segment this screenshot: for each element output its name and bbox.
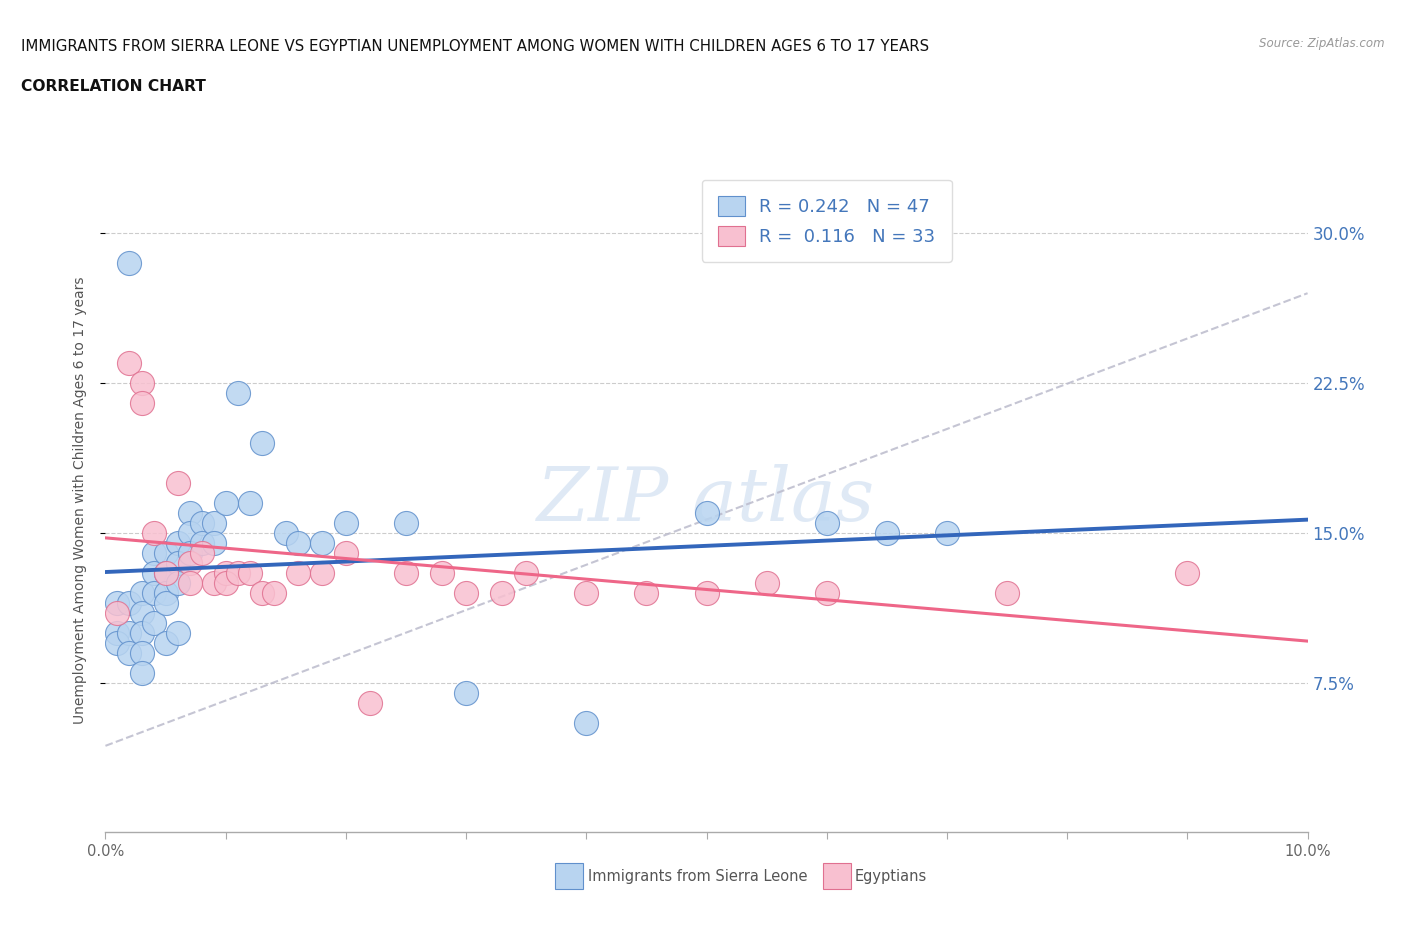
Point bbox=[155, 585, 177, 600]
Point bbox=[359, 695, 381, 710]
Text: CORRELATION CHART: CORRELATION CHART bbox=[21, 79, 205, 94]
Point bbox=[131, 605, 153, 620]
Text: Egyptians: Egyptians bbox=[855, 869, 927, 883]
Point bbox=[118, 256, 141, 271]
Point bbox=[202, 536, 225, 551]
Point bbox=[131, 395, 153, 410]
Point bbox=[118, 355, 141, 370]
Point bbox=[250, 435, 273, 450]
Point bbox=[107, 595, 129, 610]
Point bbox=[815, 515, 838, 530]
Point bbox=[190, 515, 212, 530]
Point bbox=[131, 376, 153, 391]
Point bbox=[107, 605, 129, 620]
Point bbox=[179, 576, 201, 591]
Point bbox=[166, 625, 188, 640]
Point bbox=[755, 576, 778, 591]
Point bbox=[107, 625, 129, 640]
Point bbox=[155, 635, 177, 650]
Point bbox=[118, 625, 141, 640]
Point bbox=[190, 545, 212, 560]
Point bbox=[226, 565, 249, 580]
Point bbox=[190, 536, 212, 551]
Point bbox=[166, 576, 188, 591]
Point bbox=[131, 585, 153, 600]
Point bbox=[202, 515, 225, 530]
Point bbox=[179, 505, 201, 520]
Point bbox=[395, 565, 418, 580]
Point bbox=[166, 475, 188, 490]
Point bbox=[274, 525, 297, 540]
Point bbox=[131, 665, 153, 680]
Point bbox=[395, 515, 418, 530]
Point bbox=[575, 585, 598, 600]
Point bbox=[179, 555, 201, 570]
Text: IMMIGRANTS FROM SIERRA LEONE VS EGYPTIAN UNEMPLOYMENT AMONG WOMEN WITH CHILDREN : IMMIGRANTS FROM SIERRA LEONE VS EGYPTIAN… bbox=[21, 39, 929, 54]
Point bbox=[202, 576, 225, 591]
Point bbox=[155, 565, 177, 580]
Point bbox=[575, 715, 598, 730]
Point bbox=[515, 565, 537, 580]
Point bbox=[179, 545, 201, 560]
Point bbox=[815, 585, 838, 600]
Text: Source: ZipAtlas.com: Source: ZipAtlas.com bbox=[1260, 37, 1385, 50]
Point bbox=[142, 585, 165, 600]
Point bbox=[118, 595, 141, 610]
Y-axis label: Unemployment Among Women with Children Ages 6 to 17 years: Unemployment Among Women with Children A… bbox=[73, 276, 87, 724]
Point bbox=[239, 496, 262, 511]
Point bbox=[995, 585, 1018, 600]
Point bbox=[311, 565, 333, 580]
Point bbox=[142, 525, 165, 540]
Point bbox=[335, 515, 357, 530]
Point bbox=[214, 496, 236, 511]
Point bbox=[155, 595, 177, 610]
Point bbox=[166, 536, 188, 551]
Point bbox=[454, 585, 477, 600]
Point bbox=[335, 545, 357, 560]
Point bbox=[311, 536, 333, 551]
Point bbox=[936, 525, 959, 540]
Point bbox=[876, 525, 898, 540]
Point bbox=[250, 585, 273, 600]
Point bbox=[214, 576, 236, 591]
Point bbox=[239, 565, 262, 580]
Legend: R = 0.242   N = 47, R =  0.116   N = 33: R = 0.242 N = 47, R = 0.116 N = 33 bbox=[702, 179, 952, 262]
Point bbox=[430, 565, 453, 580]
Point bbox=[226, 386, 249, 401]
Point bbox=[142, 565, 165, 580]
Point bbox=[118, 645, 141, 660]
Point bbox=[166, 555, 188, 570]
Point bbox=[263, 585, 285, 600]
Point bbox=[696, 505, 718, 520]
Point bbox=[142, 616, 165, 631]
Point bbox=[636, 585, 658, 600]
Point bbox=[696, 585, 718, 600]
Point bbox=[155, 545, 177, 560]
Point bbox=[454, 685, 477, 700]
Point bbox=[287, 536, 309, 551]
Point bbox=[131, 645, 153, 660]
Point bbox=[1175, 565, 1198, 580]
Text: ZIP atlas: ZIP atlas bbox=[537, 464, 876, 536]
Point bbox=[214, 565, 236, 580]
Point bbox=[287, 565, 309, 580]
Point bbox=[107, 635, 129, 650]
Point bbox=[491, 585, 513, 600]
Point bbox=[131, 625, 153, 640]
Point bbox=[179, 525, 201, 540]
Point bbox=[155, 565, 177, 580]
Text: Immigrants from Sierra Leone: Immigrants from Sierra Leone bbox=[588, 869, 807, 883]
Point bbox=[142, 545, 165, 560]
